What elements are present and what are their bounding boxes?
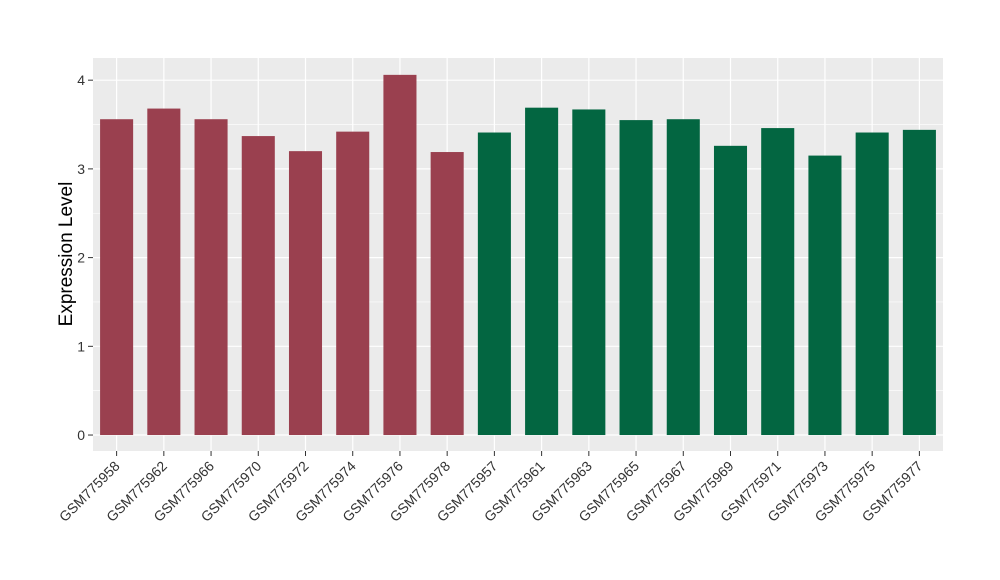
- y-axis-title: Expression Level: [56, 182, 77, 327]
- y-axis: 0 1 2 3 4: [77, 72, 93, 443]
- bar-GSM775965: [619, 120, 653, 436]
- y-tick-label: 1: [77, 338, 85, 354]
- bar-GSM775978: [430, 152, 464, 436]
- bar-GSM775961: [525, 107, 559, 436]
- bars: [100, 74, 936, 436]
- y-tick-label: 0: [77, 427, 85, 443]
- bar-GSM775970: [241, 136, 275, 436]
- bar-GSM775957: [477, 132, 511, 436]
- bar-GSM775969: [713, 145, 748, 436]
- bar-GSM775962: [147, 108, 181, 436]
- bar-GSM775975: [855, 132, 889, 436]
- x-axis: GSM775958GSM775962GSM775966GSM775970GSM7…: [56, 451, 926, 525]
- bar-GSM775977: [902, 129, 936, 436]
- bar-GSM775973: [808, 155, 842, 436]
- y-tick-label: 2: [77, 250, 85, 266]
- bar-GSM775963: [572, 109, 606, 436]
- bar-GSM775971: [761, 128, 795, 436]
- y-tick-label: 4: [77, 72, 85, 88]
- plot-panel: [93, 58, 943, 451]
- bar-GSM775967: [666, 119, 700, 436]
- bar-GSM775966: [194, 119, 228, 436]
- bar-GSM775974: [336, 131, 370, 436]
- bar-GSM775958: [100, 119, 134, 436]
- bar-GSM775972: [288, 151, 323, 436]
- bar-GSM775976: [383, 74, 417, 436]
- y-tick-label: 3: [77, 161, 85, 177]
